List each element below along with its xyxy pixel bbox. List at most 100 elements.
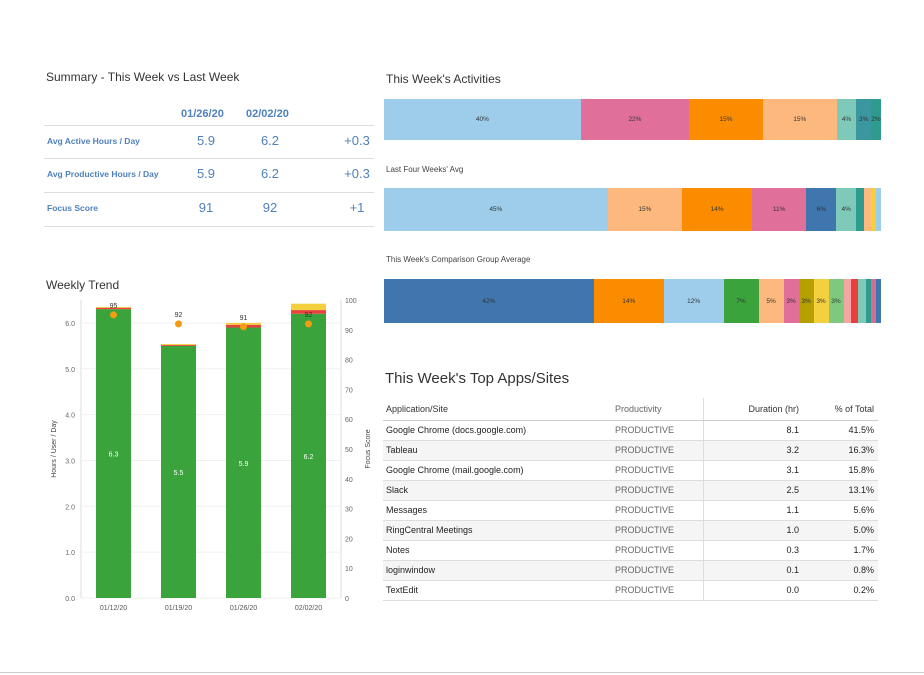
app-duration: 0.3: [702, 540, 805, 561]
table-row: loginwindow PRODUCTIVE 0.1 0.8%: [383, 560, 878, 581]
y-tick-label: 0.0: [65, 596, 75, 603]
activity-segment: 3%: [798, 279, 814, 323]
table-row: Notes PRODUCTIVE 0.3 1.7%: [383, 540, 878, 561]
app-duration: 0.0: [702, 580, 805, 601]
activity-segment: 12%: [663, 279, 724, 323]
activity-segment: 15%: [762, 99, 837, 140]
activity-segment: 40%: [384, 99, 581, 140]
y2-tick-label: 60: [345, 417, 353, 424]
x-tick-label: 02/02/20: [295, 605, 322, 612]
summary-row-v1: 91: [198, 200, 214, 215]
summary-col-02-02: 02/02/20: [246, 108, 289, 120]
last-four-weeks-bar: 45% 15% 14% 11% 6% 4%: [384, 188, 881, 231]
summary-row-v2: 6.2: [260, 166, 280, 181]
app-pct: 1.7%: [805, 540, 878, 561]
focus-score-point: [240, 323, 247, 331]
bottom-divider: [0, 672, 924, 673]
bar-productive: [291, 313, 326, 598]
focus-score-label: 92: [305, 312, 313, 319]
bar-productive: [226, 327, 261, 598]
bar-value-label: 5.9: [239, 461, 249, 468]
activity-segment: [865, 279, 871, 323]
comparison-group-bar: 42% 14% 12% 7% 5% 3% 3% 3% 3%: [384, 279, 881, 323]
app-pct: 5.6%: [805, 500, 878, 521]
summary-row-label: Focus Score: [47, 203, 99, 213]
bar-value-label: 5.5: [174, 470, 184, 477]
comparison-group-title: This Week's Comparison Group Average: [386, 255, 531, 264]
focus-score-point: [305, 320, 312, 328]
app-pct: 13.1%: [805, 480, 878, 501]
app-productivity: PRODUCTIVE: [613, 460, 703, 481]
app-pct: 0.2%: [805, 580, 878, 601]
app-pct: 5.0%: [805, 520, 878, 541]
table-row: RingCentral Meetings PRODUCTIVE 1.0 5.0%: [383, 520, 878, 541]
activity-segment: [863, 188, 872, 231]
y2-tick-label: 10: [345, 566, 353, 573]
activity-segment: 15%: [607, 188, 683, 231]
activity-segment: [858, 279, 866, 323]
activity-segment: [875, 188, 881, 231]
bar-value-label: 6.3: [109, 452, 119, 459]
last-four-weeks-title: Last Four Weeks' Avg: [386, 165, 464, 174]
table-row: Tableau PRODUCTIVE 3.2 16.3%: [383, 440, 878, 461]
summary-row-label: Avg Productive Hours / Day: [47, 169, 159, 179]
app-duration: 0.1: [702, 560, 805, 581]
summary-row-v1: 5.9: [196, 133, 216, 148]
app-pct: 15.8%: [805, 460, 878, 481]
focus-score-label: 92: [175, 312, 183, 319]
activity-segment: 14%: [682, 188, 752, 231]
activity-segment: 4%: [836, 99, 857, 140]
activity-segment: 15%: [689, 99, 763, 140]
app-productivity: PRODUCTIVE: [613, 560, 703, 581]
col-productivity-header: Productivity: [613, 398, 703, 421]
summary-col-01-26: 01/26/20: [181, 108, 224, 120]
activity-segment: 22%: [580, 99, 690, 140]
bar-productive: [96, 309, 131, 598]
activity-segment: [870, 279, 876, 323]
app-productivity: PRODUCTIVE: [613, 500, 703, 521]
app-duration: 1.0: [702, 520, 805, 541]
activity-segment: 3%: [813, 279, 829, 323]
app-name: Slack: [383, 480, 613, 501]
activities-title: This Week's Activities: [386, 72, 501, 86]
y2-tick-label: 90: [345, 328, 353, 335]
summary-row-v1: 5.9: [196, 166, 216, 181]
y-tick-label: 2.0: [65, 504, 75, 511]
x-tick-label: 01/19/20: [165, 605, 192, 612]
y-tick-label: 4.0: [65, 413, 75, 420]
bar-segment: [161, 344, 196, 345]
activity-segment: 3%: [783, 279, 799, 323]
summary-title: Summary - This Week vs Last Week: [46, 70, 240, 84]
y2-tick-label: 70: [345, 387, 353, 394]
app-name: Notes: [383, 540, 613, 561]
top-apps-table: Application/Site Productivity Duration (…: [383, 398, 878, 601]
activity-segment: [875, 279, 881, 323]
activity-segment: 11%: [751, 188, 807, 231]
weekly-trend-chart: 0.0 1.0 2.0 3.0 4.0 5.0 6.0 0 10 20 30 40 50 60 70 80 90…: [51, 298, 372, 612]
table-row: Slack PRODUCTIVE 2.5 13.1%: [383, 480, 878, 501]
bar-value-label: 6.2: [304, 454, 314, 461]
y-tick-label: 5.0: [65, 367, 75, 374]
app-pct: 16.3%: [805, 440, 878, 461]
summary-row: Avg Active Hours / Day 5.9 6.2 +0.3: [44, 125, 374, 159]
focus-score-point: [175, 320, 182, 328]
app-name: RingCentral Meetings: [383, 520, 613, 541]
app-productivity: PRODUCTIVE: [613, 520, 703, 541]
x-tick-label: 01/26/20: [230, 605, 257, 612]
activity-segment: 3%: [828, 279, 844, 323]
bar-segment: [161, 344, 196, 346]
summary-row-v2: 92: [262, 200, 278, 215]
activity-segment: 45%: [384, 188, 608, 231]
summary-row: Focus Score 91 92 +1: [44, 193, 374, 227]
y-tick-label: 3.0: [65, 458, 75, 465]
activity-segment: [843, 279, 851, 323]
y-tick-label: 1.0: [65, 550, 75, 557]
top-apps-title: This Week's Top Apps/Sites: [385, 370, 570, 387]
activity-segment: 7%: [723, 279, 759, 323]
table-header-row: Application/Site Productivity Duration (…: [383, 398, 878, 421]
table-row: Messages PRODUCTIVE 1.1 5.6%: [383, 500, 878, 521]
app-duration: 8.1: [702, 420, 805, 441]
app-duration: 2.5: [702, 480, 805, 501]
summary-row-label: Avg Active Hours / Day: [47, 136, 140, 146]
app-pct: 41.5%: [805, 420, 878, 441]
